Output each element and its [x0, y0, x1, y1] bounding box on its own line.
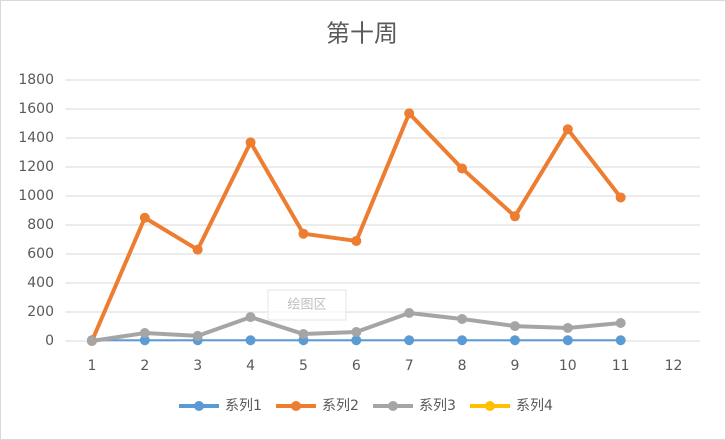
point: [245, 312, 256, 323]
point: [562, 335, 573, 346]
point: [245, 137, 256, 148]
x-tick-label: 11: [612, 358, 630, 374]
point: [457, 313, 468, 324]
chart-title: 第十周: [326, 20, 398, 48]
point: [404, 108, 415, 119]
y-tick-label: 1800: [18, 72, 54, 88]
point: [298, 329, 309, 340]
point: [457, 335, 468, 346]
point: [298, 228, 309, 239]
x-tick-label: 8: [458, 358, 467, 374]
legend-label: 系列3: [419, 398, 456, 414]
point: [457, 163, 468, 174]
legend-marker: [388, 401, 398, 411]
y-tick-label: 200: [27, 304, 54, 320]
y-tick-label: 400: [27, 275, 54, 291]
point: [139, 335, 150, 346]
tooltip: 绘图区: [287, 298, 326, 313]
legend-label: 系列1: [225, 398, 262, 414]
point: [615, 192, 626, 203]
point: [351, 327, 362, 338]
point: [351, 335, 362, 346]
point: [139, 328, 150, 339]
point: [615, 335, 626, 346]
y-tick-label: 1000: [18, 188, 54, 204]
y-tick-label: 0: [45, 333, 54, 349]
point: [615, 318, 626, 329]
x-tick-label: 6: [352, 358, 361, 374]
plot: [86, 108, 626, 346]
legend-marker: [291, 401, 301, 411]
x-tick-label: 1: [87, 358, 96, 374]
legend-marker: [194, 401, 204, 411]
y-tick-label: 1600: [18, 101, 54, 117]
y-tick-label: 600: [27, 246, 54, 262]
x-tick-label: 9: [510, 358, 519, 374]
legend-label: 系列2: [322, 398, 359, 414]
point: [404, 308, 415, 319]
point: [192, 330, 203, 341]
point: [404, 335, 415, 346]
tooltip-box: [267, 289, 347, 321]
x-tick-label: 2: [140, 358, 149, 374]
point: [562, 322, 573, 333]
point: [509, 335, 520, 346]
legend-marker: [485, 401, 495, 411]
point: [245, 335, 256, 346]
point: [139, 212, 150, 223]
y-tick-label: 1400: [18, 130, 54, 146]
point: [509, 211, 520, 222]
x-tick-label: 12: [665, 358, 683, 374]
x-tick-label: 7: [405, 358, 414, 374]
point: [562, 124, 573, 135]
point: [86, 336, 97, 346]
y-tick-label: 1200: [18, 159, 54, 175]
x-tick-label: 3: [193, 358, 202, 374]
x-tick-label: 4: [246, 358, 255, 374]
point: [509, 321, 520, 332]
legend-label: 系列4: [516, 398, 553, 414]
y-tick-label: 800: [27, 217, 54, 233]
x-tick-label: 5: [299, 358, 308, 374]
point: [351, 235, 362, 246]
x-tick-label: 10: [559, 358, 577, 374]
point: [192, 244, 203, 255]
